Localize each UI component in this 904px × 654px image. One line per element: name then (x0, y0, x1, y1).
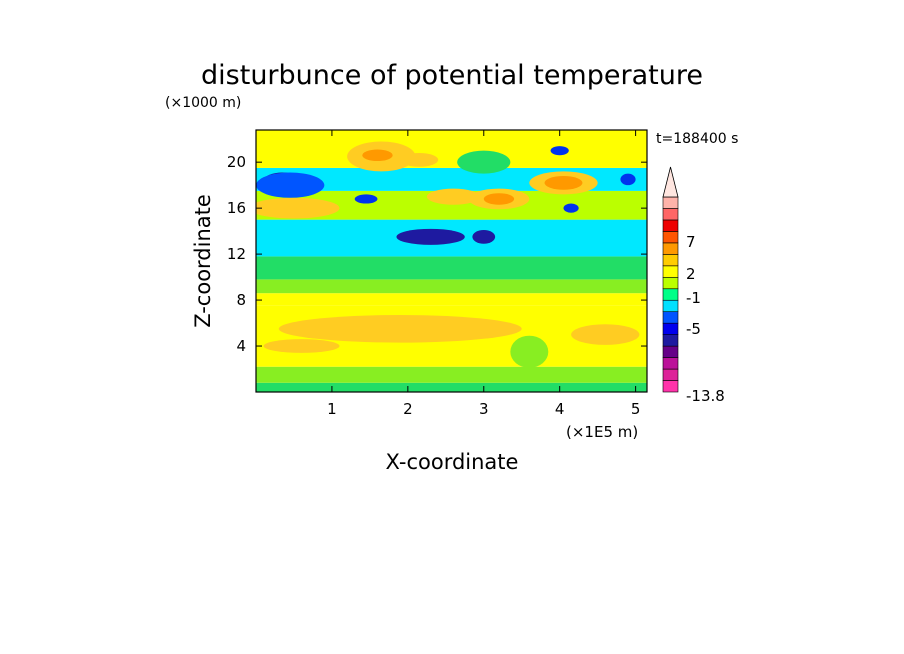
colorbar-label: 2 (686, 265, 696, 283)
heatmap-region-21 (354, 194, 378, 204)
heatmap-band-0 (256, 382, 647, 392)
colorbar-swatch (662, 219, 679, 232)
heatmap-region-0 (278, 315, 522, 343)
chart-title: disturbunce of potential temperature (201, 60, 703, 91)
heatmap-region-3 (510, 335, 549, 368)
heatmap-band-9 (256, 130, 647, 168)
heatmap-band-3 (256, 293, 647, 306)
x-axis: 1 2 3 4 5 (327, 130, 640, 418)
colorbar-swatch (662, 368, 679, 381)
colorbar-label: -1 (686, 289, 701, 307)
x-tick-label: 5 (631, 400, 641, 418)
colorbar-swatch (662, 231, 679, 244)
heatmap-region-10 (396, 228, 465, 245)
heatmap-region-16 (544, 175, 583, 190)
colorbar-swatch (662, 322, 679, 335)
colorbar-swatch (662, 196, 679, 209)
heatmap-band-1 (256, 366, 647, 383)
heatmap-band-5 (256, 256, 647, 280)
heatmap-region-5 (362, 149, 393, 162)
x-tick-label: 4 (555, 400, 565, 418)
heatmap-region-11 (472, 229, 496, 244)
colorbar-swatch (662, 288, 679, 301)
heatmap-region-17 (457, 150, 511, 174)
y-tick-label: 20 (227, 153, 246, 171)
colorbar-label: -5 (686, 320, 701, 338)
colorbar-swatch (662, 357, 679, 370)
y-unit-label: (×1000 m) (165, 95, 241, 111)
colorbar-label: -13.8 (686, 387, 725, 405)
x-tick-label: 2 (403, 400, 413, 418)
heatmap-band-4 (256, 279, 647, 294)
colorbar-swatch (662, 311, 679, 324)
heatmap-region-2 (571, 324, 640, 345)
colorbar-swatch (662, 242, 679, 255)
x-tick-label: 3 (479, 400, 489, 418)
y-tick-label: 16 (227, 199, 246, 217)
heatmap-field (256, 130, 647, 392)
x-unit-label: (×1E5 m) (566, 423, 638, 441)
colorbar-swatch (662, 299, 679, 313)
y-tick-label: 4 (236, 337, 246, 355)
heatmap-region-20 (620, 173, 636, 186)
colorbar-swatch (662, 265, 679, 278)
time-label: t=188400 s (656, 131, 738, 147)
colorbar-swatch (662, 254, 679, 267)
heatmap-region-9 (256, 172, 325, 198)
colorbar-swatch (662, 208, 679, 221)
heatmap-region-1 (263, 339, 340, 353)
heatmap-region-6 (400, 152, 439, 167)
heatmap-region-18 (550, 146, 569, 156)
colorbar-extend-arrow (662, 166, 679, 198)
heatmap-region-14 (483, 193, 515, 205)
x-axis-label: X-coordinate (386, 450, 519, 474)
colorbar-swatch (662, 276, 679, 290)
heatmap-region-7 (256, 197, 340, 219)
colorbar-swatch (662, 380, 679, 393)
y-axis-label: Z-coordinate (191, 194, 215, 328)
plot-frame (255, 129, 648, 393)
colorbar-swatch (662, 345, 679, 358)
heatmap-region-12 (426, 188, 480, 205)
x-tick-label: 1 (327, 400, 337, 418)
heatmap-region-19 (563, 203, 579, 213)
colorbar: 7 2 -1 -5 -13.8 (662, 166, 725, 405)
colorbar-swatch (662, 334, 679, 347)
y-tick-label: 12 (227, 245, 246, 263)
colorbar-label: 7 (686, 233, 696, 251)
y-tick-label: 8 (236, 291, 246, 309)
y-axis: 4 8 12 16 20 (227, 153, 647, 355)
